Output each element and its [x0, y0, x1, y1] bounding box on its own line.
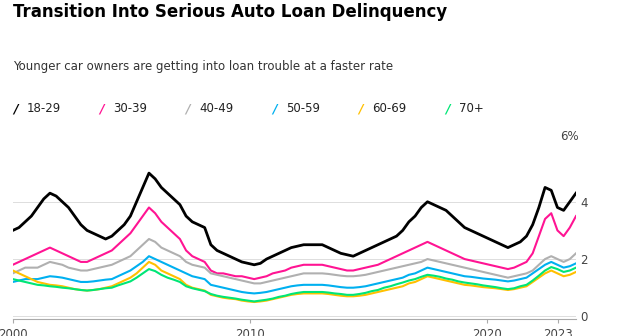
Text: /: / — [186, 102, 190, 116]
Text: 40-49: 40-49 — [200, 102, 234, 116]
Text: /: / — [358, 102, 363, 116]
Text: 6%: 6% — [561, 130, 579, 143]
Text: 50-59: 50-59 — [286, 102, 320, 116]
Text: 30-39: 30-39 — [113, 102, 147, 116]
Text: Transition Into Serious Auto Loan Delinquency: Transition Into Serious Auto Loan Delinq… — [13, 3, 447, 22]
Text: /: / — [272, 102, 276, 116]
Text: 70+: 70+ — [459, 102, 484, 116]
Text: /: / — [445, 102, 449, 116]
Text: 18-29: 18-29 — [27, 102, 61, 116]
Text: 60-69: 60-69 — [372, 102, 407, 116]
Text: Younger car owners are getting into loan trouble at a faster rate: Younger car owners are getting into loan… — [13, 60, 393, 74]
Text: /: / — [99, 102, 104, 116]
Text: /: / — [13, 102, 17, 116]
